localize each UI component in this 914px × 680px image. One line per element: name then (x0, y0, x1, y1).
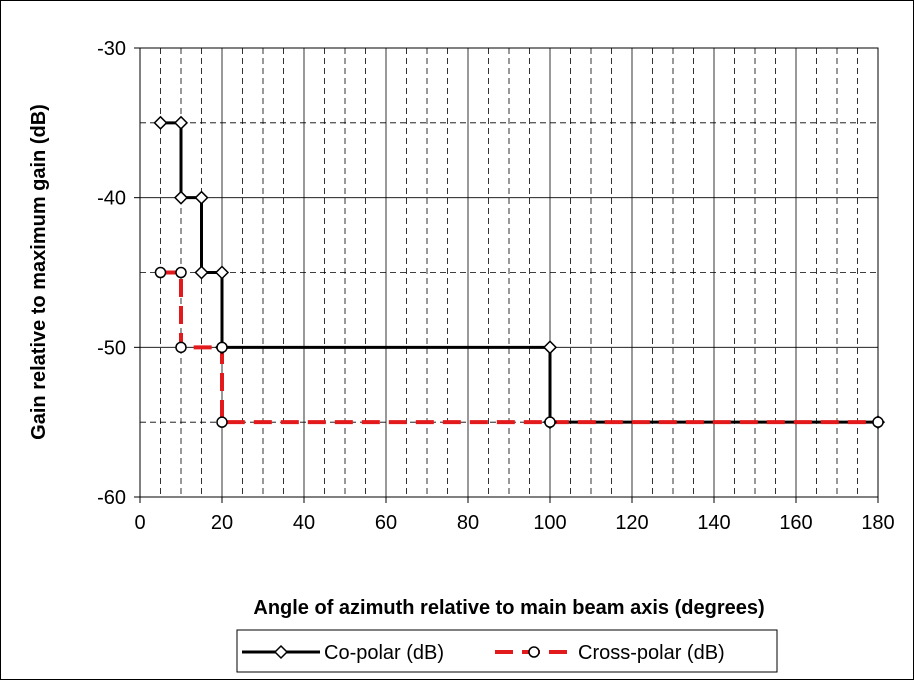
x-tick-label: 120 (615, 512, 648, 534)
y-axis-title: Gain relative to maximum gain (dB) (28, 104, 50, 440)
x-tick-label: 180 (861, 512, 894, 534)
y-tick-labels: -30 -40 -50 -60 (97, 38, 126, 509)
series-line-co-polar (160, 121, 878, 424)
y-tick-label: -30 (97, 38, 126, 60)
legend: Co-polar (dB) Cross-polar (dB) (236, 629, 778, 673)
cross-polar-point (544, 416, 556, 428)
x-tick-labels: 0 20 40 60 80 100 120 140 160 180 (134, 512, 894, 534)
x-tick-label: 140 (697, 512, 730, 534)
x-tick-label: 40 (293, 512, 315, 534)
legend-co-polar-label: Co-polar (dB) (324, 642, 444, 664)
x-tick-label: 100 (533, 512, 566, 534)
y-tick-label: -50 (97, 337, 126, 359)
co-polar-point (194, 265, 209, 280)
cross-polar-point (872, 416, 884, 428)
co-polar-point (173, 190, 189, 205)
series-layer (153, 115, 886, 430)
legend-cross-polar-label: Cross-polar (dB) (578, 642, 725, 664)
x-tick-label: 20 (211, 512, 233, 534)
x-tick-label: 60 (375, 512, 397, 534)
cross-polar-point (175, 341, 187, 354)
legend-cross-polar-marker (528, 646, 540, 658)
major-gridlines (134, 47, 879, 503)
cross-polar-point (216, 341, 228, 354)
x-tick-label: 80 (457, 512, 479, 534)
x-axis-title: Angle of azimuth relative to main beam a… (253, 597, 764, 619)
co-polar-point (194, 190, 209, 205)
cross-polar-point (154, 266, 167, 279)
x-tick-label: 0 (134, 512, 145, 534)
co-polar-point (542, 340, 558, 355)
legend-item-co-polar: Co-polar (dB) (242, 642, 444, 664)
legend-co-polar-marker (273, 644, 289, 660)
co-polar-point (214, 265, 230, 280)
cross-polar-point (175, 266, 187, 279)
y-tick-label: -40 (97, 188, 126, 210)
co-polar-point (153, 115, 168, 130)
cross-polar-point (216, 416, 228, 428)
x-tick-label: 160 (779, 512, 812, 534)
y-tick-label: -60 (97, 487, 126, 509)
co-polar-point (173, 115, 189, 130)
legend-item-cross-polar: Cross-polar (dB) (495, 642, 725, 664)
